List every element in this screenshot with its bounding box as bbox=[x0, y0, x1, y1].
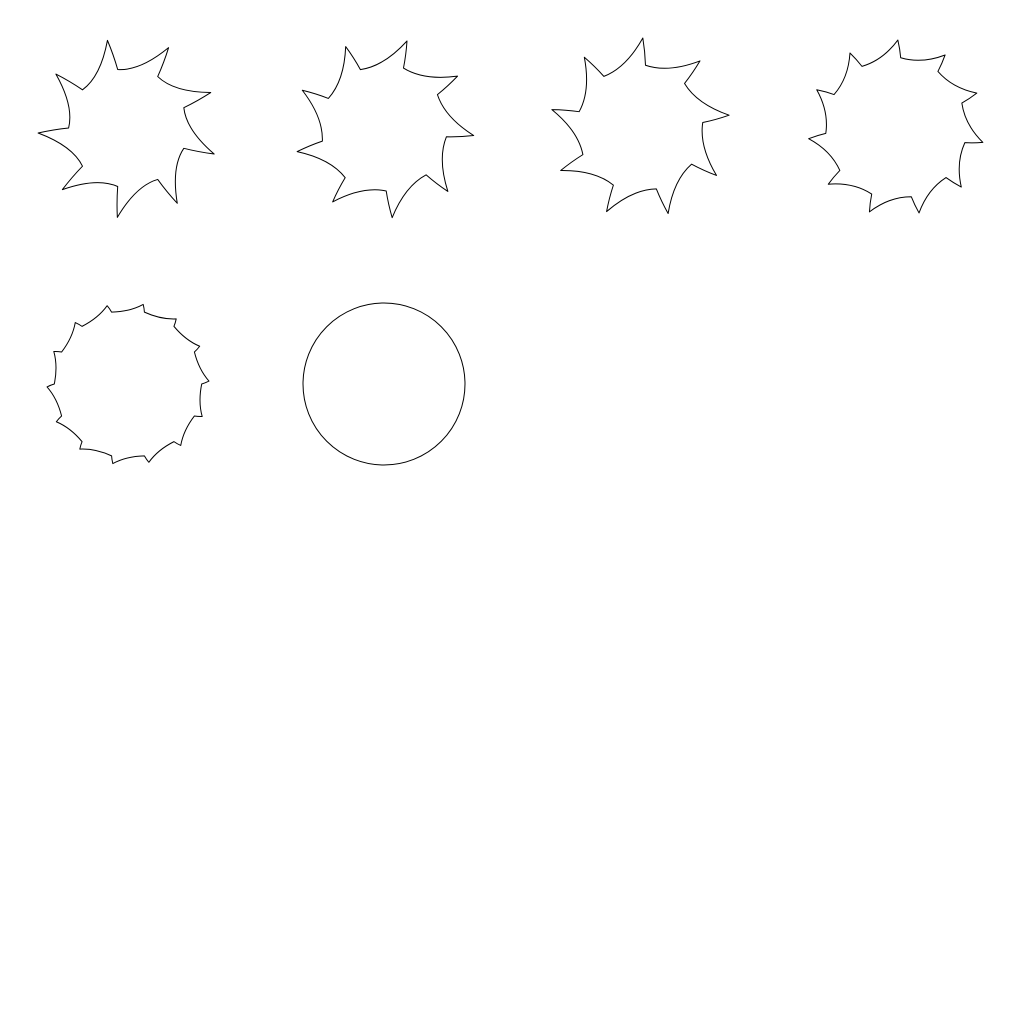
sawblade-shape-1 bbox=[38, 40, 214, 217]
sawblade-shape-4 bbox=[809, 40, 983, 213]
plain-circle-shape bbox=[303, 303, 465, 465]
sawblade-shape-3 bbox=[552, 38, 729, 213]
shape-layer bbox=[38, 38, 983, 465]
sawblade-shape-5 bbox=[47, 304, 209, 463]
sawblade-shape-2 bbox=[297, 41, 474, 218]
